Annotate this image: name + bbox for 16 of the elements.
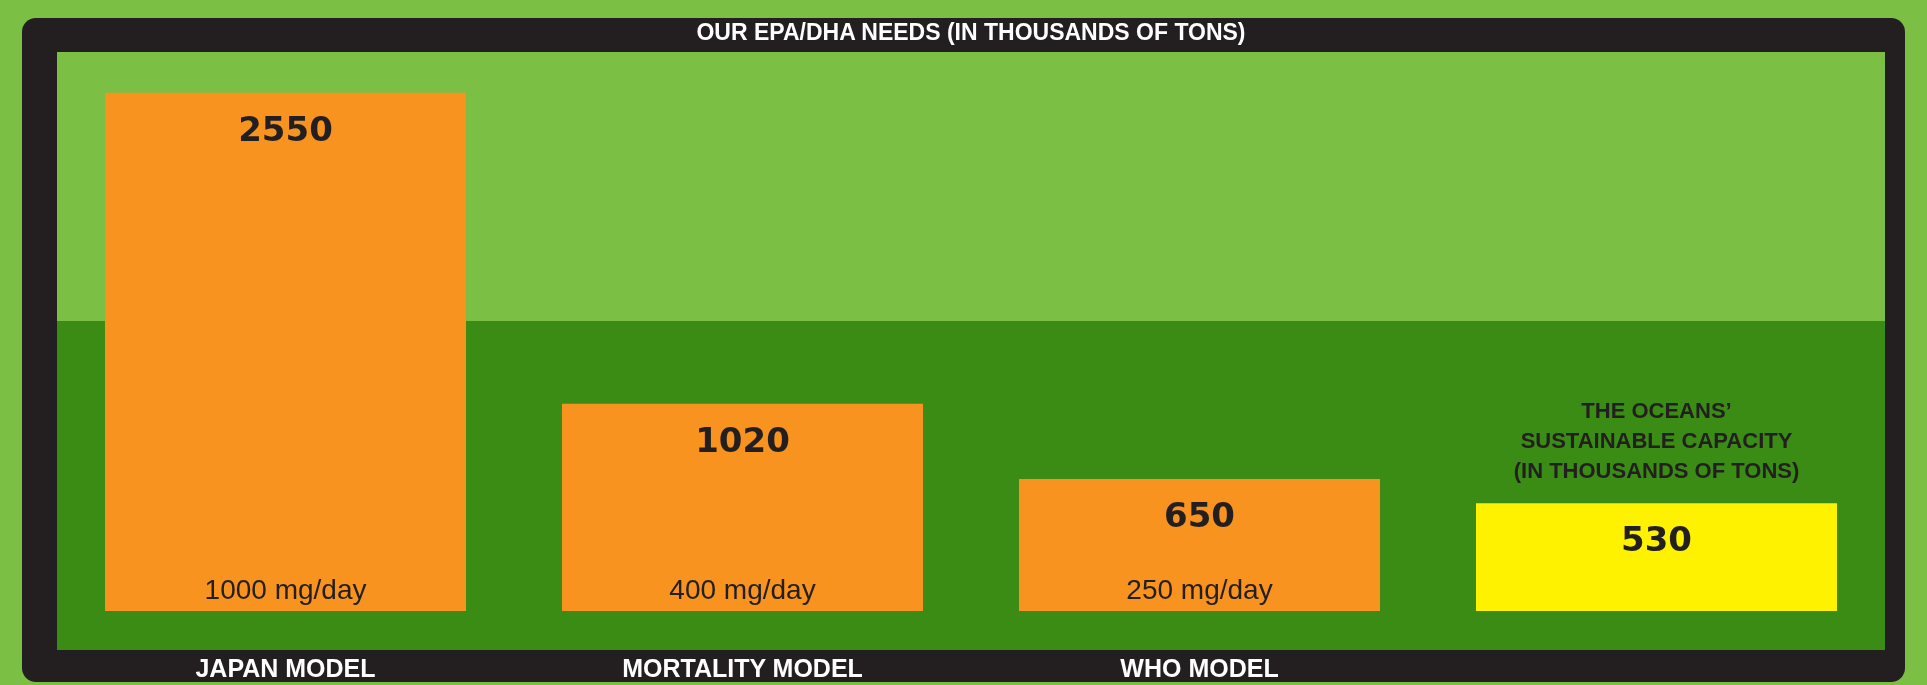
data-label: 2550 <box>238 108 333 149</box>
x-tick-label: JAPAN MODEL <box>195 653 376 682</box>
bar <box>561 403 924 611</box>
annotation: 250 mg/day <box>1126 573 1273 605</box>
annotation: THE OCEANS’ SUSTAINABLE CAPACITY (IN THOUSANDS OF TONS) <box>1513 398 1800 484</box>
data-label: 1020 <box>695 419 790 460</box>
data-label: 650 <box>1164 494 1235 535</box>
annotation: 1000 mg/day <box>204 573 367 605</box>
bar <box>104 92 467 611</box>
x-tick-label: WHO MODEL <box>1120 653 1279 682</box>
data-label: 530 <box>1621 519 1692 560</box>
bar <box>1475 503 1838 611</box>
chart-title: OUR EPA/DHA NEEDS (IN THOUSANDS OF TONS) <box>696 19 1246 46</box>
x-tick-label: MORTALITY MODEL <box>622 653 863 682</box>
annotation: 400 mg/day <box>669 573 816 605</box>
bar <box>1018 478 1381 611</box>
